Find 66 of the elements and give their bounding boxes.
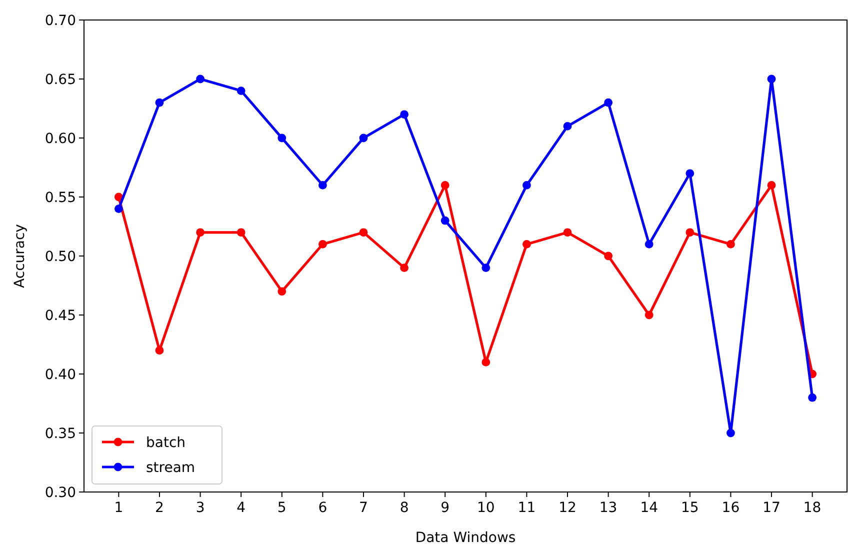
point: [440, 216, 450, 225]
y-axis-title: Accuracy: [12, 224, 28, 288]
y-tick-label: 0.40: [44, 367, 76, 383]
point: [482, 264, 490, 272]
point: [318, 240, 327, 248]
x-tick-label: 3: [196, 500, 205, 516]
point: [440, 181, 450, 190]
legend-label: batch: [146, 435, 186, 451]
point: [604, 252, 613, 260]
x-tick-label: 16: [722, 500, 740, 516]
point: [236, 228, 246, 237]
point: [114, 192, 123, 202]
y-tick-label: 0.30: [44, 485, 76, 501]
y-tick-label: 0.60: [44, 131, 76, 147]
x-tick-label: 9: [440, 500, 450, 516]
point: [767, 181, 776, 190]
y-tick-label: 0.65: [44, 72, 76, 88]
x-tick-label: 4: [236, 500, 246, 516]
x-axis-title: Data Windows: [415, 530, 516, 546]
x-tick-label: 2: [155, 500, 164, 516]
point: [400, 110, 408, 119]
x-tick-label: 5: [277, 500, 286, 516]
y-tick-label: 0.50: [44, 249, 76, 265]
point: [808, 393, 817, 402]
point: [196, 74, 204, 84]
point: [318, 181, 327, 190]
point: [155, 98, 164, 107]
y-tick-label: 0.45: [44, 308, 76, 324]
x-tick-label: 17: [762, 500, 780, 516]
point: [767, 74, 776, 84]
y-tick-label: 0.70: [44, 13, 76, 29]
point: [278, 134, 286, 142]
point: [278, 287, 286, 296]
point: [604, 98, 613, 107]
point: [359, 134, 368, 142]
point: [400, 264, 408, 272]
x-tick-label: 6: [318, 500, 328, 516]
x-tick-label: 7: [359, 500, 368, 516]
legend-label: stream: [146, 460, 196, 476]
point: [726, 428, 735, 438]
point: [563, 228, 572, 237]
point: [644, 310, 654, 320]
x-tick-label: 10: [476, 500, 495, 516]
x-tick-label: 18: [803, 500, 822, 516]
point: [482, 358, 490, 366]
x-tick-label: 13: [599, 500, 618, 516]
point: [726, 240, 735, 248]
point: [196, 228, 204, 237]
point: [359, 228, 368, 237]
point: [522, 240, 531, 248]
point: [236, 86, 246, 95]
point: [522, 181, 531, 190]
x-tick-label: 12: [558, 500, 576, 516]
y-tick-label: 0.55: [44, 190, 76, 206]
point: [686, 169, 694, 178]
x-tick-label: 8: [400, 500, 409, 516]
x-tick-label: 11: [518, 500, 536, 516]
x-tick-label: 14: [640, 500, 658, 516]
y-tick-label: 0.35: [44, 426, 76, 442]
point: [686, 228, 694, 237]
point: [563, 122, 572, 130]
point: [644, 240, 654, 248]
point: [155, 346, 164, 355]
x-tick-label: 1: [114, 500, 124, 516]
point: [114, 204, 123, 213]
x-tick-label: 15: [681, 500, 699, 516]
